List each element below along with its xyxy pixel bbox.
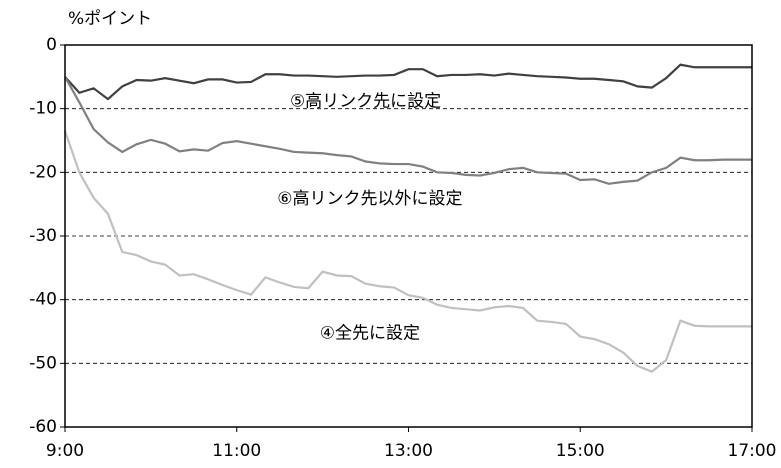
y-unit-label: %ポイント — [68, 9, 152, 29]
y-tick-label: -30 — [29, 226, 57, 246]
series-line — [63, 130, 752, 373]
series-label: ⑥高リンク先以外に設定 — [277, 189, 462, 209]
series-label: ⑤高リンク先に設定 — [290, 92, 441, 112]
series-line — [64, 63, 752, 101]
y-tick-label: -60 — [29, 417, 57, 437]
x-tick-label: 17:00 — [728, 441, 777, 461]
series-label: ④全先に設定 — [320, 323, 420, 343]
y-tick-label: -50 — [29, 353, 57, 373]
x-tick-label: 11:00 — [212, 441, 261, 461]
y-tick-label: -20 — [29, 162, 57, 182]
y-tick-label: -10 — [29, 99, 57, 119]
series-line — [64, 76, 752, 185]
plot-frame — [64, 44, 753, 428]
y-tick-label: -40 — [29, 290, 57, 310]
x-tick-label: 15:00 — [556, 441, 605, 461]
x-tick-label: 9:00 — [46, 441, 84, 461]
y-tick-label: 0 — [46, 35, 57, 55]
x-tick-label: 13:00 — [384, 441, 433, 461]
